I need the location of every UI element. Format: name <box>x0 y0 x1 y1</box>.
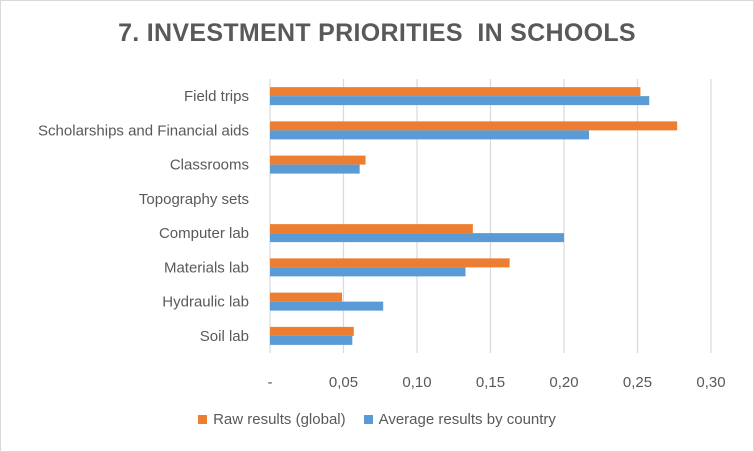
category-label: Hydraulic lab <box>162 294 249 311</box>
bar-raw <box>270 326 354 336</box>
legend-label-average: Average results by country <box>378 411 556 428</box>
x-tick-label: - <box>268 374 273 391</box>
bar-average <box>270 130 589 140</box>
bar-average <box>270 96 650 106</box>
x-tick-label: 0,30 <box>696 374 725 391</box>
category-label: Classrooms <box>170 157 249 174</box>
bar-average <box>270 335 353 345</box>
bar-average <box>270 301 384 311</box>
x-tick-label: 0,10 <box>402 374 431 391</box>
category-label: Topography sets <box>139 191 249 208</box>
category-label: Computer lab <box>159 225 249 242</box>
bar-raw <box>270 155 366 165</box>
category-label: Scholarships and Financial aids <box>38 122 249 139</box>
bar-raw <box>270 224 473 234</box>
x-tick-label: 0,15 <box>476 374 505 391</box>
category-label: Field trips <box>184 88 249 105</box>
bar-raw <box>270 121 678 131</box>
legend-item-average: Average results by country <box>363 411 556 428</box>
category-label: Materials lab <box>164 259 249 276</box>
x-tick-label: 0,20 <box>549 374 578 391</box>
category-label: Soil lab <box>200 328 249 345</box>
bar-average <box>270 233 564 243</box>
x-tick-label: 0,25 <box>623 374 652 391</box>
legend-item-raw: Raw results (global) <box>198 411 346 428</box>
bar-raw <box>270 292 343 302</box>
bar-raw <box>270 87 641 97</box>
legend-label-raw: Raw results (global) <box>213 411 346 428</box>
bar-average <box>270 267 466 277</box>
x-tick-label: 0,05 <box>329 374 358 391</box>
bar-average <box>270 164 360 174</box>
bar-raw <box>270 258 510 268</box>
chart-title: 7. INVESTMENT PRIORITIES IN SCHOOLS <box>118 19 636 47</box>
legend: Raw results (global) Average results by … <box>1 411 753 428</box>
legend-swatch-raw <box>198 415 208 424</box>
legend-swatch-average <box>363 415 373 424</box>
